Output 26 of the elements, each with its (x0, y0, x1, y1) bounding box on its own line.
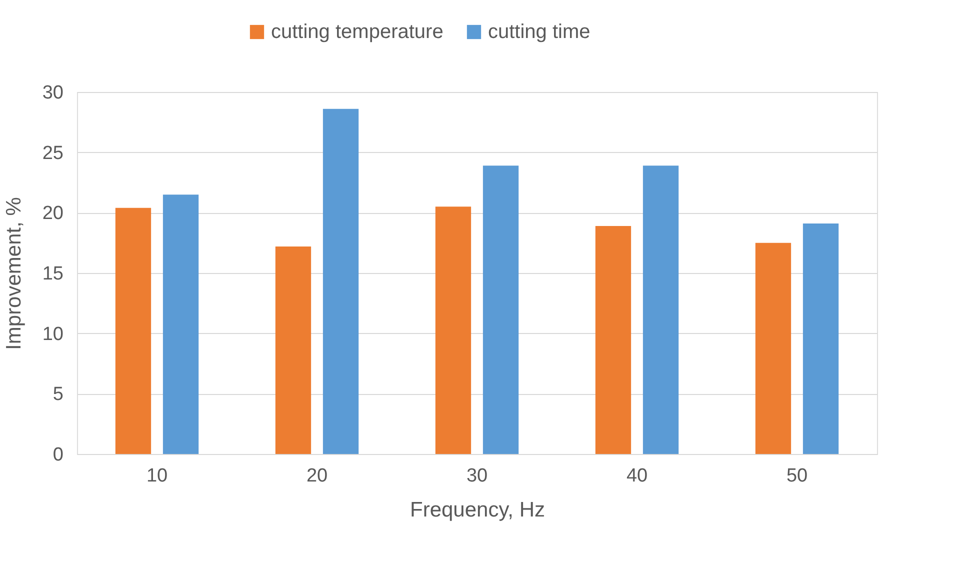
bar (275, 246, 312, 454)
bar (482, 166, 519, 454)
x-tick-label: 10 (146, 466, 168, 486)
bar (322, 108, 359, 454)
x-tick-label: 20 (306, 466, 328, 486)
bar (115, 208, 152, 454)
y-axis-title: Improvement, % (2, 197, 26, 350)
bar (642, 166, 679, 454)
y-tick-label: 30 (42, 82, 64, 104)
x-tick-label: 50 (786, 466, 808, 486)
bar (595, 226, 632, 454)
x-tick-label: 40 (626, 466, 648, 486)
y-tick-label: 25 (42, 142, 64, 164)
bar (755, 242, 792, 454)
bar (162, 194, 199, 454)
legend-label: cutting temperature (271, 21, 444, 43)
x-axis-title: Frequency, Hz (410, 498, 545, 522)
x-tick-label: 30 (466, 466, 488, 486)
legend-label: cutting time (488, 21, 590, 43)
y-tick-label: 15 (42, 264, 64, 284)
y-tick-label: 0 (52, 444, 64, 466)
y-tick-label: 20 (42, 203, 64, 224)
y-tick-label: 10 (42, 324, 64, 345)
bar (435, 206, 472, 454)
bar (802, 224, 839, 454)
y-tick-label: 5 (52, 384, 64, 406)
